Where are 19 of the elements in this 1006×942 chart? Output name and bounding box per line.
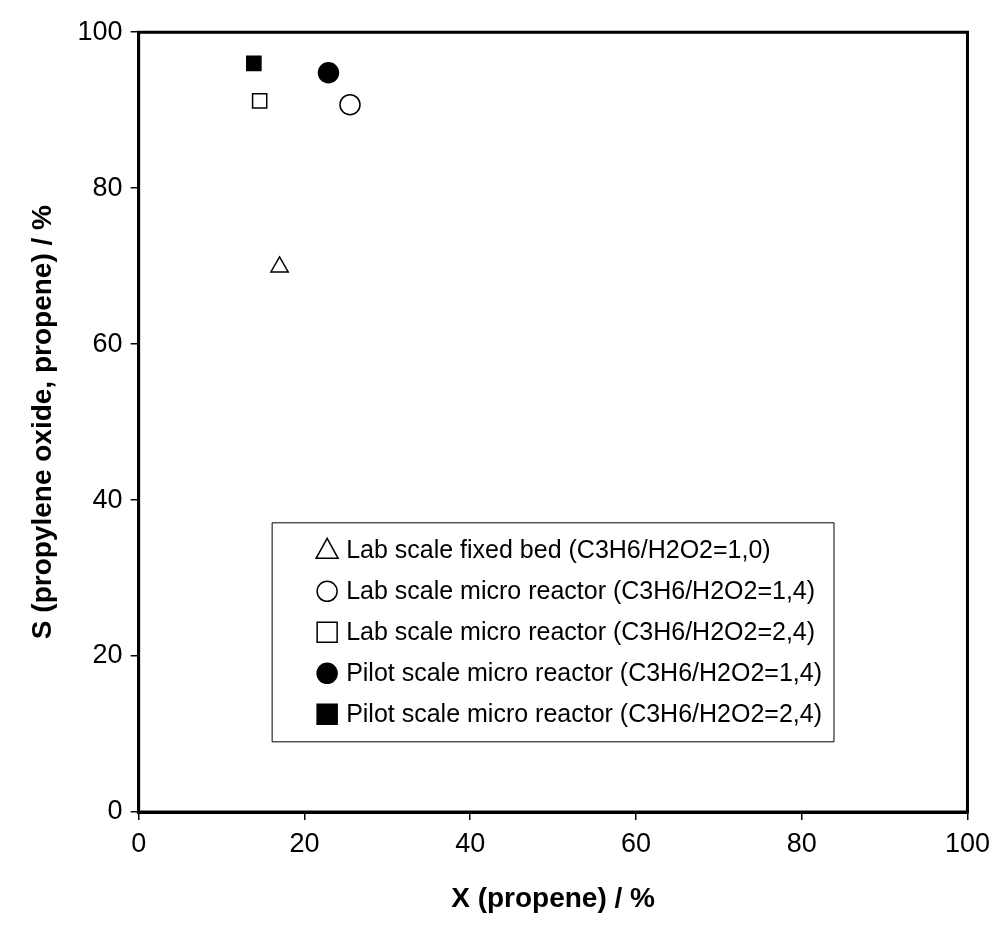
- legend-label: Lab scale micro reactor (C3H6/H2O2=2,4): [346, 617, 816, 646]
- y-tick-label: 20: [92, 639, 123, 670]
- x-tick-label: 40: [455, 827, 486, 858]
- x-axis-title: X (propene) / %: [451, 881, 656, 913]
- legend-label: Pilot scale micro reactor (C3H6/H2O2=2,4): [346, 699, 822, 728]
- legend-label: Lab scale micro reactor (C3H6/H2O2=1,4): [346, 576, 816, 605]
- legend-label: Lab scale fixed bed (C3H6/H2O2=1,0): [346, 535, 771, 564]
- x-tick-label: 0: [131, 827, 147, 858]
- x-tick-label: 20: [289, 827, 320, 858]
- x-tick-label: 80: [786, 827, 817, 858]
- y-axis-title: S (propylene oxide, propene) / %: [25, 204, 57, 640]
- legend-label: Pilot scale micro reactor (C3H6/H2O2=1,4): [346, 658, 822, 687]
- y-tick-label: 40: [92, 483, 123, 514]
- y-tick-label: 60: [92, 327, 123, 358]
- y-tick-label: 100: [77, 15, 123, 46]
- y-tick-label: 80: [92, 171, 123, 202]
- x-tick-label: 100: [944, 827, 991, 858]
- x-tick-label: 60: [620, 827, 651, 858]
- y-tick-label: 0: [107, 795, 123, 826]
